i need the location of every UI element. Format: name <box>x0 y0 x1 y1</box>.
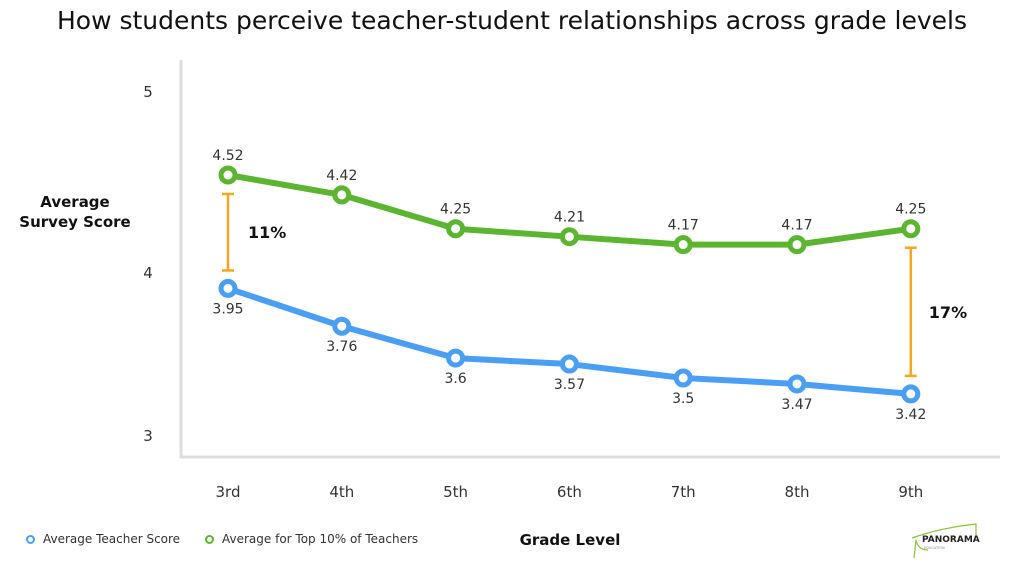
data-point <box>901 384 921 404</box>
data-label: 4.17 <box>668 218 699 234</box>
data-label: 3.47 <box>781 397 812 413</box>
data-point <box>559 227 579 247</box>
x-axis-label: Grade Level <box>520 531 621 549</box>
chart-title: How students perceive teacher-student re… <box>56 6 968 35</box>
data-label: 3.95 <box>212 301 243 317</box>
data-label: 4.25 <box>895 202 926 218</box>
x-tick-label: 6th <box>557 483 582 501</box>
data-label: 3.5 <box>672 391 694 407</box>
data-point <box>332 185 352 205</box>
data-label: 4.52 <box>212 148 243 164</box>
data-point <box>218 165 238 185</box>
data-point <box>901 219 921 239</box>
legend-marker-icon <box>205 534 214 544</box>
data-label: 3.76 <box>326 339 357 355</box>
y-tick-label: 4 <box>143 264 153 282</box>
gap-label: 11% <box>248 223 286 242</box>
data-label: 3.42 <box>895 407 926 423</box>
legend-label: Average Teacher Score <box>43 532 181 546</box>
legend-item-top-teachers: Average for Top 10% of Teachers <box>205 532 418 546</box>
y-tick-label: 3 <box>143 427 153 445</box>
data-label: 4.21 <box>554 210 585 226</box>
y-tick-label: 5 <box>143 83 153 101</box>
x-tick-label: 4th <box>329 483 354 501</box>
data-point <box>332 316 352 336</box>
svg-text:PANORAMA: PANORAMA <box>922 535 980 545</box>
x-tick-label: 3rd <box>216 483 241 501</box>
gap-label: 17% <box>929 303 967 322</box>
data-label: 4.25 <box>440 202 471 218</box>
data-point <box>446 348 466 368</box>
data-point <box>673 235 693 255</box>
data-point <box>787 374 807 394</box>
data-point <box>559 354 579 374</box>
x-tick-label: 9th <box>898 483 923 501</box>
data-point <box>218 278 238 298</box>
legend-item-average-teacher: Average Teacher Score <box>26 532 180 546</box>
panorama-logo: PANORAMA EDUCATION <box>911 523 980 559</box>
data-label: 4.17 <box>781 218 812 234</box>
data-point <box>446 219 466 239</box>
y-axis-label: Average Survey Score <box>19 193 130 231</box>
data-label: 4.42 <box>326 168 357 184</box>
legend-label: Average for Top 10% of Teachers <box>222 532 419 546</box>
data-label: 3.57 <box>554 377 585 393</box>
data-point <box>673 368 693 388</box>
legend-marker-icon <box>26 534 35 544</box>
data-label: 3.6 <box>444 371 466 387</box>
data-point <box>787 235 807 255</box>
x-tick-label: 7th <box>671 483 696 501</box>
x-tick-label: 8th <box>785 483 810 501</box>
x-tick-label: 5th <box>443 483 468 501</box>
svg-text:EDUCATION: EDUCATION <box>924 546 945 550</box>
